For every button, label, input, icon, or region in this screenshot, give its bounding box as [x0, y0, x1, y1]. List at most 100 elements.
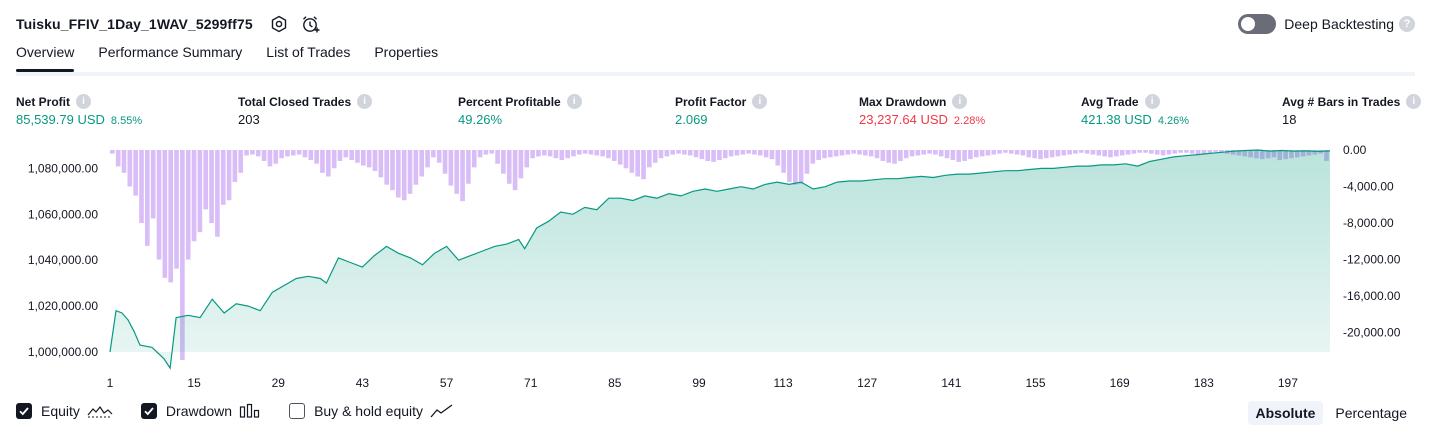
drawdown-bar: [168, 150, 173, 282]
drawdown-bar: [1190, 150, 1195, 154]
deep-backtesting-toggle[interactable]: [1238, 14, 1276, 34]
drawdown-bar: [1167, 150, 1172, 155]
drawdown-bar: [1172, 150, 1177, 154]
drawdown-bar: [740, 150, 745, 155]
x-axis-tick-label: 113: [774, 376, 793, 390]
info-icon[interactable]: i: [357, 94, 372, 109]
drawdown-bar: [962, 150, 967, 161]
drawdown-bar: [746, 150, 751, 154]
info-icon[interactable]: i: [76, 94, 91, 109]
drawdown-bar: [303, 150, 308, 157]
drawdown-bar: [203, 150, 208, 209]
drawdown-bar: [945, 150, 950, 158]
equity-drawdown-chart[interactable]: 1,080,000.00 1,060,000.00 1,040,000.00 1,02…: [0, 140, 1431, 396]
tab-properties[interactable]: Properties: [374, 44, 438, 69]
settings-icon[interactable]: [269, 14, 289, 34]
drawdown-bar: [367, 150, 372, 167]
left-axis-tick-label: 1,000,000.00: [28, 345, 98, 359]
drawdown-bar: [279, 150, 284, 158]
deep-backtesting-label: Deep Backtesting: [1284, 16, 1394, 32]
drawdown-bar: [332, 150, 337, 168]
metric-label: Net Profit: [16, 95, 70, 109]
drawdown-bar: [1097, 150, 1102, 155]
left-axis-tick-label: 1,020,000.00: [28, 299, 98, 313]
metric-max-drawdown: Max Drawdown i 23,237.64 USD 2.28%: [859, 94, 985, 127]
drawdown-bar: [641, 150, 646, 179]
drawdown-bar: [501, 150, 506, 174]
drawdown-bar: [793, 150, 798, 185]
drawdown-bar: [198, 150, 203, 232]
metric-label: Percent Profitable: [458, 95, 561, 109]
metric-percent-profitable: Percent Profitable i 49.26%: [458, 94, 582, 127]
x-axis-tick-label: 197: [1278, 376, 1298, 390]
drawdown-bar: [1149, 150, 1154, 154]
info-icon[interactable]: i: [1406, 94, 1421, 109]
drawdown-bar: [1137, 150, 1142, 153]
drawdown-checkbox[interactable]: [141, 403, 157, 419]
metric-label: Avg Trade: [1081, 95, 1139, 109]
tab-overview[interactable]: Overview: [16, 44, 74, 69]
drawdown-bar: [390, 150, 395, 190]
header-bar: Tuisku_FFIV_1Day_1WAV_5299ff75: [16, 13, 321, 35]
drawdown-bar: [665, 150, 670, 156]
drawdown-bar: [787, 150, 792, 182]
info-icon[interactable]: i: [1145, 94, 1160, 109]
tab-list-of-trades[interactable]: List of Trades: [266, 44, 350, 69]
drawdown-bar: [630, 150, 635, 173]
drawdown-bar: [519, 150, 524, 178]
drawdown-bar: [408, 150, 413, 194]
left-axis-tick-label: 1,040,000.00: [28, 253, 98, 267]
drawdown-bar: [314, 150, 319, 164]
right-axis-tick-label: -4,000.00: [1343, 180, 1394, 194]
drawdown-bar: [892, 150, 897, 164]
drawdown-bar: [980, 150, 985, 156]
mode-absolute[interactable]: Absolute: [1248, 401, 1324, 425]
drawdown-bar: [968, 150, 973, 159]
drawdown-bar: [431, 150, 436, 157]
tab-bar: Overview Performance Summary List of Tra…: [16, 44, 462, 69]
drawdown-bar: [419, 150, 424, 176]
drawdown-bar: [1067, 150, 1072, 155]
drawdown-bar: [1143, 150, 1148, 153]
equity-checkbox[interactable]: [16, 403, 32, 419]
info-icon[interactable]: i: [752, 94, 767, 109]
drawdown-bar: [770, 150, 775, 159]
drawdown-bar: [443, 150, 448, 174]
drawdown-bar: [653, 150, 658, 163]
metric-value: 23,237.64 USD: [859, 112, 948, 127]
drawdown-bar: [1015, 150, 1020, 155]
drawdown-bar: [589, 150, 594, 155]
metric-total-closed-trades: Total Closed Trades i 203: [238, 94, 372, 127]
metric-label: Profit Factor: [675, 95, 746, 109]
drawdown-bar: [291, 150, 296, 155]
drawdown-bar: [1061, 150, 1066, 155]
legend-buy-hold-equity[interactable]: Buy & hold equity: [289, 403, 454, 419]
drawdown-bar: [128, 150, 133, 187]
drawdown-bar: [729, 150, 734, 156]
drawdown-bar: [233, 150, 238, 182]
info-icon[interactable]: i: [567, 94, 582, 109]
legend-equity[interactable]: Equity: [16, 403, 113, 419]
drawdown-bar: [816, 150, 821, 160]
drawdown-bar: [799, 150, 804, 184]
drawdown-bar: [700, 150, 705, 159]
x-axis-tick-label: 99: [692, 376, 706, 390]
drawdown-bar: [705, 150, 710, 161]
x-axis-tick-label: 71: [524, 376, 538, 390]
drawdown-bar: [1032, 150, 1037, 158]
drawdown-bar: [1003, 150, 1008, 153]
right-axis-tick-label: -16,000.00: [1343, 289, 1401, 303]
tab-performance-summary[interactable]: Performance Summary: [98, 44, 242, 69]
help-icon[interactable]: ?: [1399, 16, 1415, 32]
legend-drawdown[interactable]: Drawdown: [141, 403, 261, 419]
info-icon[interactable]: i: [952, 94, 967, 109]
mode-percentage[interactable]: Percentage: [1327, 401, 1415, 425]
buy-hold-checkbox[interactable]: [289, 403, 305, 419]
drawdown-bar: [875, 150, 880, 158]
x-axis-tick-label: 183: [1194, 376, 1214, 390]
metric-value: 2.069: [675, 112, 708, 127]
x-axis: 1 15 29 43 57 71 85 99 113 127 141 155 169 183 197: [107, 376, 1299, 390]
alert-clock-icon[interactable]: [301, 14, 321, 34]
drawdown-bar: [624, 150, 629, 168]
metric-label: Max Drawdown: [859, 95, 946, 109]
